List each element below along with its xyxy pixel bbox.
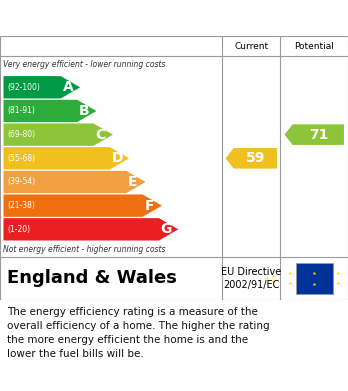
Text: (21-38): (21-38) — [8, 201, 35, 210]
Text: 59: 59 — [245, 151, 265, 165]
Text: C: C — [95, 127, 105, 142]
Polygon shape — [285, 124, 344, 145]
Text: EU Directive
2002/91/EC: EU Directive 2002/91/EC — [221, 267, 282, 290]
Text: (55-68): (55-68) — [8, 154, 36, 163]
Polygon shape — [226, 148, 277, 169]
Text: G: G — [161, 222, 172, 236]
Text: Potential: Potential — [294, 42, 334, 51]
Polygon shape — [3, 171, 145, 193]
Text: Very energy efficient - lower running costs: Very energy efficient - lower running co… — [3, 59, 166, 68]
Text: Not energy efficient - higher running costs: Not energy efficient - higher running co… — [3, 245, 166, 254]
Text: D: D — [112, 151, 123, 165]
Text: A: A — [63, 80, 73, 94]
Text: Energy Efficiency Rating: Energy Efficiency Rating — [10, 9, 239, 27]
Text: (92-100): (92-100) — [8, 83, 40, 92]
Polygon shape — [3, 100, 96, 122]
Text: England & Wales: England & Wales — [7, 269, 177, 287]
Text: (69-80): (69-80) — [8, 130, 36, 139]
Polygon shape — [3, 194, 162, 217]
Polygon shape — [3, 147, 129, 169]
Text: (81-91): (81-91) — [8, 106, 35, 115]
Text: F: F — [144, 199, 154, 213]
Text: 71: 71 — [309, 127, 329, 142]
Text: The energy efficiency rating is a measure of the
overall efficiency of a home. T: The energy efficiency rating is a measur… — [7, 307, 270, 359]
Text: E: E — [128, 175, 137, 189]
Text: B: B — [79, 104, 89, 118]
Polygon shape — [3, 124, 113, 146]
Text: Current: Current — [234, 42, 268, 51]
Text: (39-54): (39-54) — [8, 178, 36, 187]
Bar — [296, 263, 333, 294]
Polygon shape — [3, 218, 179, 240]
Polygon shape — [3, 76, 80, 99]
Text: (1-20): (1-20) — [8, 225, 31, 234]
